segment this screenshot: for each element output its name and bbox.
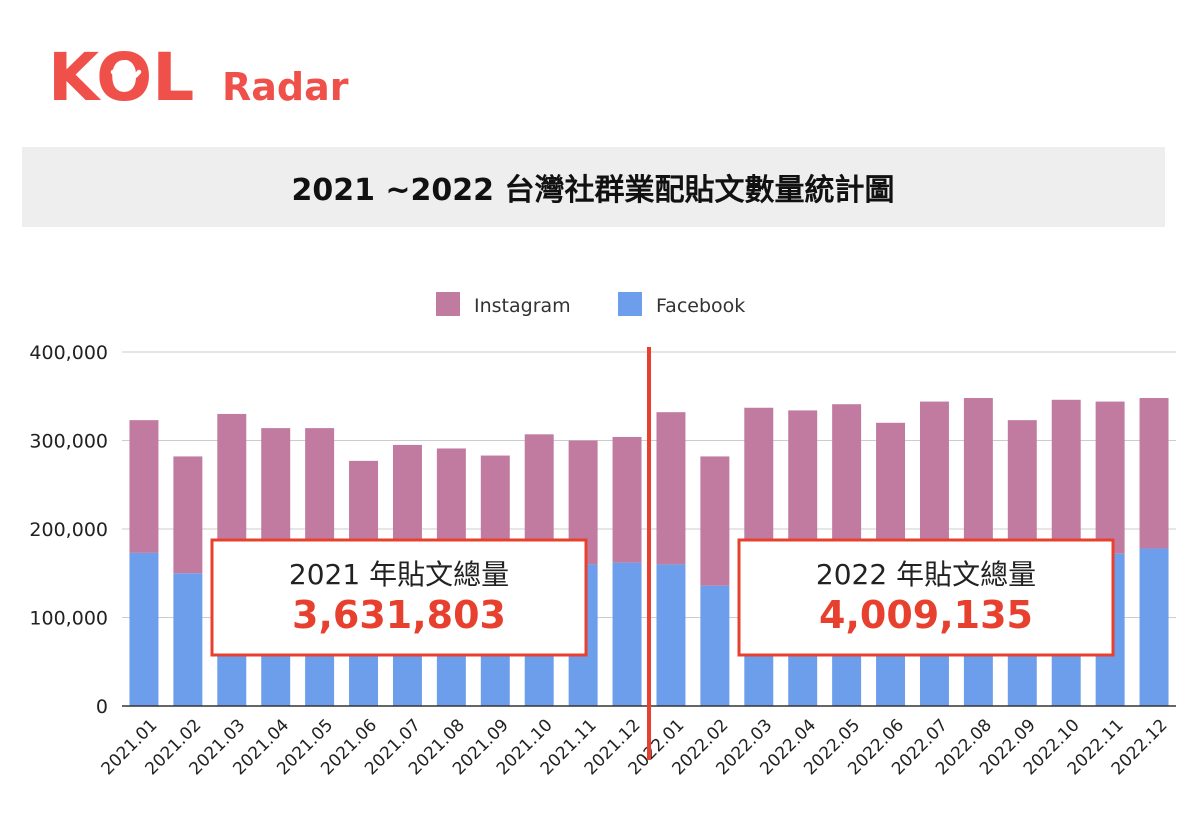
bar-instagram-2022.06 xyxy=(876,422,906,560)
y-tick-label: 200,000 xyxy=(29,519,108,541)
bar-instagram-2022.12 xyxy=(1139,398,1169,549)
x-axis-ticks: 2021.012021.022021.032021.042021.052021.… xyxy=(98,715,1172,779)
callout-2022-value: 4,009,135 xyxy=(819,593,1033,637)
callout-2022: 2022 年貼文總量 4,009,135 xyxy=(737,538,1115,657)
y-tick-label: 400,000 xyxy=(29,342,108,364)
bar-instagram-2022.09 xyxy=(1007,420,1037,560)
bar-instagram-2021.03 xyxy=(217,413,247,560)
legend-label-facebook: Facebook xyxy=(656,295,745,317)
callout-2022-box xyxy=(737,538,1115,657)
y-tick-label: 300,000 xyxy=(29,431,108,453)
y-tick-label: 100,000 xyxy=(29,608,108,630)
bar-facebook-2022.12 xyxy=(1139,548,1169,706)
bar-instagram-2022.08 xyxy=(963,398,993,554)
kol-radar-logo: KOL Radar xyxy=(48,39,349,116)
bar-instagram-2022.07 xyxy=(919,401,949,556)
legend-swatch-instagram xyxy=(436,292,460,316)
bar-instagram-2022.05 xyxy=(832,404,862,554)
legend: Instagram Facebook xyxy=(436,292,745,317)
callout-2022-label: 2022 年貼文總量 xyxy=(816,558,1036,591)
bar-instagram-2021.12 xyxy=(612,436,642,563)
bar-instagram-2022.04 xyxy=(788,410,818,558)
smiley-icon xyxy=(110,60,142,83)
chart-title: 2021 ~2022 台灣社群業配貼文數量統計圖 xyxy=(291,173,894,208)
bar-facebook-2021.12 xyxy=(612,562,642,706)
bar-instagram-2022.01 xyxy=(656,412,686,565)
bar-facebook-2022.01 xyxy=(656,564,686,706)
legend-label-instagram: Instagram xyxy=(474,295,571,317)
bar-instagram-2022.10 xyxy=(1051,399,1081,552)
y-tick-label: 0 xyxy=(96,696,108,718)
callout-2021-value: 3,631,803 xyxy=(292,593,506,637)
bar-instagram-2021.02 xyxy=(173,456,203,574)
bar-facebook-2022.02 xyxy=(700,585,730,706)
legend-swatch-facebook xyxy=(618,292,642,316)
logo-radar-text: Radar xyxy=(222,65,349,109)
bar-facebook-2021.01 xyxy=(129,552,159,706)
callout-2021-box xyxy=(210,538,588,657)
bar-facebook-2021.02 xyxy=(173,573,203,706)
callout-2021: 2021 年貼文總量 3,631,803 xyxy=(210,538,588,657)
bar-instagram-2021.01 xyxy=(129,420,159,553)
bar-instagram-2022.02 xyxy=(700,456,730,586)
bar-instagram-2022.11 xyxy=(1095,401,1125,554)
title-band xyxy=(22,147,1165,227)
bar-instagram-2022.03 xyxy=(744,407,774,556)
callout-2021-label: 2021 年貼文總量 xyxy=(289,558,509,591)
y-axis-ticks: 0 100,000 200,000 300,000 400,000 xyxy=(29,342,108,718)
